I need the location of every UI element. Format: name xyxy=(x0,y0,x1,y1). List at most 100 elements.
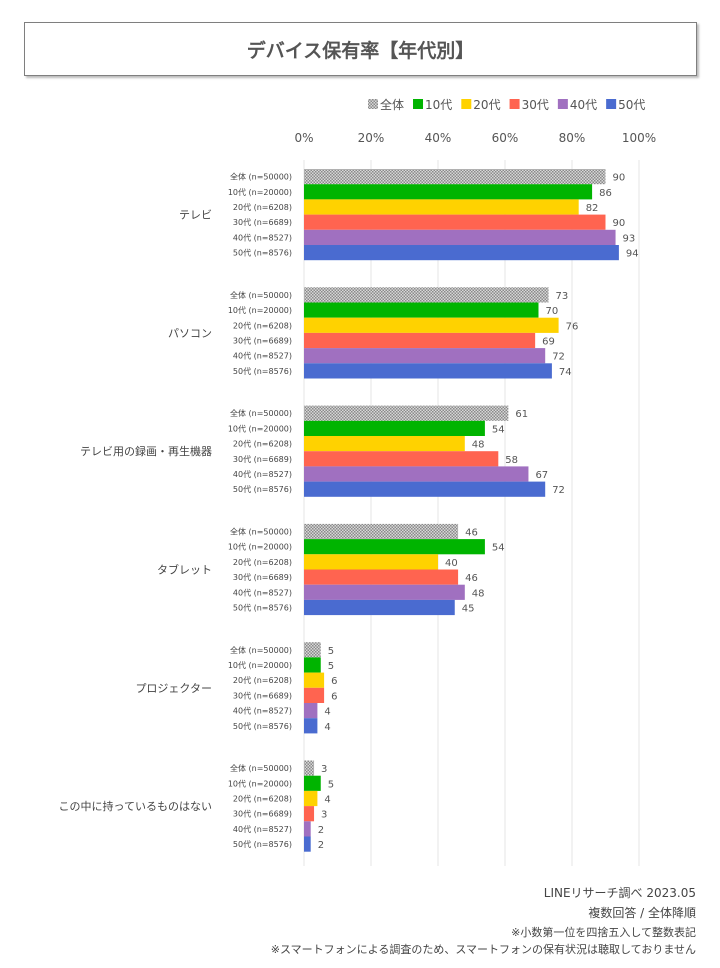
data-label: 45 xyxy=(462,604,475,615)
row-label: 20代 (n=6208) xyxy=(233,794,292,804)
row-label: 全体 (n=50000) xyxy=(230,290,292,300)
bar xyxy=(304,436,465,452)
bar xyxy=(304,199,579,215)
data-label: 48 xyxy=(472,588,485,599)
bar xyxy=(304,317,559,333)
data-label: 76 xyxy=(566,321,579,332)
data-label: 2 xyxy=(318,840,324,851)
bar xyxy=(304,760,315,776)
bar xyxy=(304,554,438,570)
bar xyxy=(304,420,485,436)
data-label: 4 xyxy=(324,722,330,733)
bar xyxy=(304,169,606,185)
row-label: 40代 (n=8527) xyxy=(233,706,292,716)
legend-swatch xyxy=(557,99,568,109)
bar xyxy=(304,599,455,616)
bar xyxy=(304,718,318,734)
data-label: 86 xyxy=(599,188,612,199)
source-note: LINEリサーチ調べ 2023.05 xyxy=(543,886,696,900)
row-label: 20代 (n=6208) xyxy=(233,439,292,449)
data-label: 61 xyxy=(515,409,528,420)
row-label: 30代 (n=6689) xyxy=(233,217,292,227)
x-tick-label: 20% xyxy=(358,131,385,145)
legend-swatch xyxy=(413,99,424,109)
legend-label: 全体 xyxy=(380,97,404,112)
row-label: 10代 (n=20000) xyxy=(228,423,292,433)
row-label: 10代 (n=20000) xyxy=(228,305,292,315)
data-label: 48 xyxy=(472,440,485,451)
row-label: 30代 (n=6689) xyxy=(233,690,292,700)
row-label: 30代 (n=6689) xyxy=(233,809,292,819)
method-note: 複数回答 / 全体降順 xyxy=(588,906,696,920)
bar xyxy=(304,184,593,200)
x-tick-label: 40% xyxy=(425,131,452,145)
x-tick-label: 100% xyxy=(622,131,656,145)
data-label: 3 xyxy=(321,764,327,775)
row-label: 20代 (n=6208) xyxy=(233,202,292,212)
row-label: 全体 (n=50000) xyxy=(230,527,292,537)
data-label: 5 xyxy=(328,661,334,672)
row-label: 30代 (n=6689) xyxy=(233,572,292,582)
data-label: 67 xyxy=(535,470,548,481)
row-label: 全体 (n=50000) xyxy=(230,763,292,773)
row-label: 10代 (n=20000) xyxy=(228,778,292,788)
bar xyxy=(304,302,539,318)
bar xyxy=(304,363,552,379)
category-label: テレビ xyxy=(179,209,212,222)
row-label: 40代 (n=8527) xyxy=(233,351,292,361)
row-label: 50代 (n=8576) xyxy=(233,721,292,731)
bar xyxy=(304,539,485,555)
data-label: 46 xyxy=(465,528,478,539)
bar xyxy=(304,245,619,261)
row-label: 30代 (n=6689) xyxy=(233,336,292,346)
legend-label: 20代 xyxy=(473,98,500,112)
bar xyxy=(304,348,546,364)
legend-swatch xyxy=(368,99,378,109)
row-label: 40代 (n=8527) xyxy=(233,824,292,834)
bar xyxy=(304,775,321,791)
category-label: テレビ用の録画・再生機器 xyxy=(80,444,212,458)
row-label: 50代 (n=8576) xyxy=(233,248,292,258)
data-label: 70 xyxy=(546,306,559,317)
category-label: プロジェクター xyxy=(135,682,212,695)
legend-label: 50代 xyxy=(618,98,645,112)
row-label: 50代 (n=8576) xyxy=(233,839,292,849)
row-label: 40代 (n=8527) xyxy=(233,587,292,597)
data-label: 90 xyxy=(613,218,626,229)
bar xyxy=(304,687,325,703)
category-label: パソコン xyxy=(168,327,212,340)
data-label: 2 xyxy=(318,825,324,836)
bar xyxy=(304,569,459,585)
category-label: タブレット xyxy=(157,563,212,577)
legend-swatch xyxy=(606,99,617,109)
row-label: 20代 (n=6208) xyxy=(233,320,292,330)
bar xyxy=(304,523,459,540)
data-label: 46 xyxy=(465,573,478,584)
data-label: 6 xyxy=(331,676,337,687)
rounding-note: ※小数第一位を四捨五入して整数表記 xyxy=(511,926,696,939)
bar xyxy=(304,703,318,719)
data-label: 54 xyxy=(492,543,505,554)
data-label: 93 xyxy=(623,233,636,244)
bar xyxy=(304,466,529,482)
data-label: 4 xyxy=(324,795,330,806)
data-label: 58 xyxy=(505,455,518,466)
data-label: 4 xyxy=(324,707,330,718)
data-label: 73 xyxy=(556,291,569,302)
data-label: 72 xyxy=(552,352,565,363)
bar xyxy=(304,821,311,837)
row-label: 全体 (n=50000) xyxy=(230,172,292,182)
data-label: 94 xyxy=(626,249,639,260)
row-label: 30代 (n=6689) xyxy=(233,454,292,464)
data-label: 82 xyxy=(586,203,599,214)
row-label: 10代 (n=20000) xyxy=(228,187,292,197)
data-label: 54 xyxy=(492,424,505,435)
bar xyxy=(304,657,321,673)
data-label: 72 xyxy=(552,485,565,496)
data-label: 69 xyxy=(542,337,555,348)
data-label: 3 xyxy=(321,810,327,821)
x-tick-label: 80% xyxy=(559,131,586,145)
chart-title: デバイス保有率【年代別】 xyxy=(24,22,697,76)
bar xyxy=(304,481,546,497)
